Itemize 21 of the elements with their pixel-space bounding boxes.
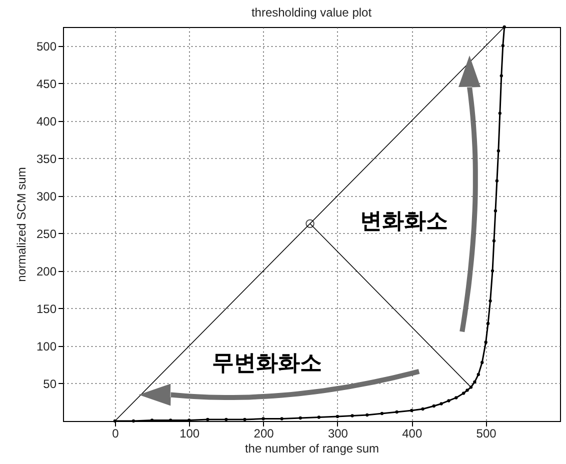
y-tick-label: 450: [36, 76, 57, 91]
x-tick-label: 0: [112, 426, 120, 440]
x-tick-label: 100: [180, 426, 200, 440]
y-tick-label: 150: [36, 302, 57, 316]
y-tick-label: 300: [36, 189, 57, 204]
y-axis-title: normalized SCM sum: [14, 167, 28, 282]
y-tick-label: 350: [36, 152, 57, 166]
x-tick-label: 400: [402, 426, 422, 440]
y-tick-label: 200: [36, 264, 57, 278]
x-tick-label: 500: [476, 426, 497, 440]
chart-title: thresholding value plot: [251, 5, 372, 20]
annotation: 무변화화소: [212, 351, 322, 376]
x-axis-title: the number of range sum: [244, 442, 380, 456]
y-tick-label: 100: [36, 339, 57, 354]
y-tick-label: 400: [36, 114, 57, 128]
y-tick-label: 250: [36, 226, 57, 241]
y-tick-label: 50: [43, 376, 57, 391]
annotation: 변화화소: [360, 209, 448, 234]
x-tick-label: 200: [254, 426, 274, 440]
y-tick-label: 500: [36, 39, 57, 54]
x-tick-label: 300: [328, 426, 348, 440]
